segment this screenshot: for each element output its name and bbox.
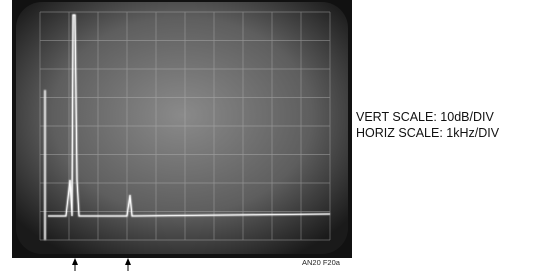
figure: VERT SCALE: 10dB/DIV HORIZ SCALE: 1kHz/D… xyxy=(0,0,540,271)
horiz-scale: HORIZ SCALE: 1kHz/DIV xyxy=(356,126,499,140)
figure-id: AN20 F20a xyxy=(302,258,340,267)
vert-scale: VERT SCALE: 10dB/DIV xyxy=(356,110,494,124)
arrows xyxy=(72,258,131,271)
